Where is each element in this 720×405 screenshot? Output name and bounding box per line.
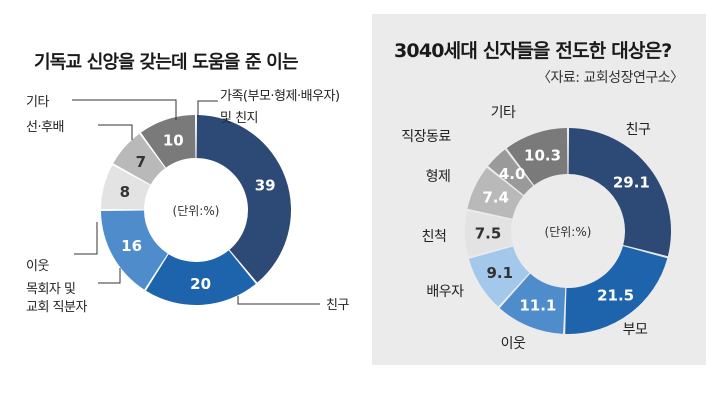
right-chart-title: 3040세대 신자들을 전도한 대상은? bbox=[394, 40, 672, 62]
category-label: 친구 bbox=[326, 298, 349, 313]
slice-value-label: 10 bbox=[163, 131, 184, 149]
right-chart-panel: 3040세대 신자들을 전도한 대상은? 〈자료: 교회성장연구소〉 29.1 2… bbox=[372, 14, 706, 365]
slice-value-label: 8 bbox=[120, 183, 130, 201]
slice-value-label: 7.4 bbox=[482, 188, 509, 206]
donut-slice bbox=[113, 133, 165, 185]
slice-value-label: 10.3 bbox=[524, 147, 561, 165]
donut-slice bbox=[506, 128, 568, 186]
category-label: 형제 bbox=[426, 169, 451, 185]
category-label: 기타 bbox=[491, 105, 516, 121]
category-label: 이웃 bbox=[26, 259, 49, 274]
category-label: 교회 직분자 bbox=[26, 300, 87, 315]
left-chart-title: 기독교 신앙을 갖는데 도움을 준 이는 bbox=[34, 52, 299, 73]
leader-line bbox=[197, 100, 218, 117]
category-label: 가족(부모·형제·배우자) bbox=[220, 89, 340, 104]
donut-slice bbox=[140, 115, 196, 168]
leader-line bbox=[237, 296, 320, 305]
slice-value-label: 9.1 bbox=[486, 264, 513, 282]
category-label: 직장동료 bbox=[401, 129, 451, 145]
donut-slice bbox=[488, 149, 534, 196]
leader-line bbox=[98, 124, 133, 140]
leader-line bbox=[98, 268, 121, 284]
category-label: 이웃 bbox=[501, 336, 526, 352]
donut-slice bbox=[101, 210, 168, 290]
center-unit-label: (단위:%) bbox=[545, 225, 592, 239]
donut-slice bbox=[145, 250, 256, 305]
donut-slice bbox=[565, 246, 668, 334]
slice-value-label: 11.1 bbox=[519, 297, 556, 315]
slice-value-label: 39 bbox=[255, 177, 276, 195]
category-label: 선·후배 bbox=[26, 120, 64, 135]
slice-value-label: 7 bbox=[136, 153, 146, 171]
donut-slice bbox=[468, 246, 530, 307]
slice-value-label: 21.5 bbox=[597, 287, 634, 305]
donut-slice bbox=[101, 165, 151, 210]
slice-value-label: 20 bbox=[190, 275, 211, 293]
leader-line bbox=[72, 99, 177, 120]
slice-value-label: 16 bbox=[121, 237, 142, 255]
category-label: 친구 bbox=[626, 122, 651, 138]
slice-value-label: 29.1 bbox=[613, 174, 650, 192]
leader-line bbox=[74, 222, 98, 255]
donut-slice bbox=[568, 128, 671, 257]
center-unit-label: (단위:%) bbox=[173, 204, 220, 218]
category-label: 및 친지 bbox=[220, 111, 258, 126]
right-donut-chart: 29.1 21.5 11.1 9.1 7.5 7.4 4.010.3 (단위:%) 친구부모이웃… bbox=[401, 105, 671, 352]
left-chart-panel: 기독교 신앙을 갖는데 도움을 준 이는 39 20 16 8 7 10 (단위:%) 가족(… bbox=[26, 52, 350, 315]
category-label: 기타 bbox=[26, 95, 49, 110]
donut-slice bbox=[196, 115, 292, 283]
right-chart-source: 〈자료: 교회성장연구소〉 bbox=[537, 70, 684, 86]
slice-value-label: 7.5 bbox=[475, 225, 502, 243]
category-label: 친척 bbox=[422, 229, 447, 245]
donut-slice bbox=[465, 210, 513, 257]
category-label: 부모 bbox=[623, 322, 648, 338]
slice-value-label: 4.0 bbox=[499, 165, 526, 183]
category-label: 목회자 및 bbox=[26, 282, 75, 297]
donut-slice bbox=[467, 167, 524, 219]
category-label: 배우자 bbox=[426, 284, 464, 300]
donut-slice bbox=[499, 273, 566, 334]
